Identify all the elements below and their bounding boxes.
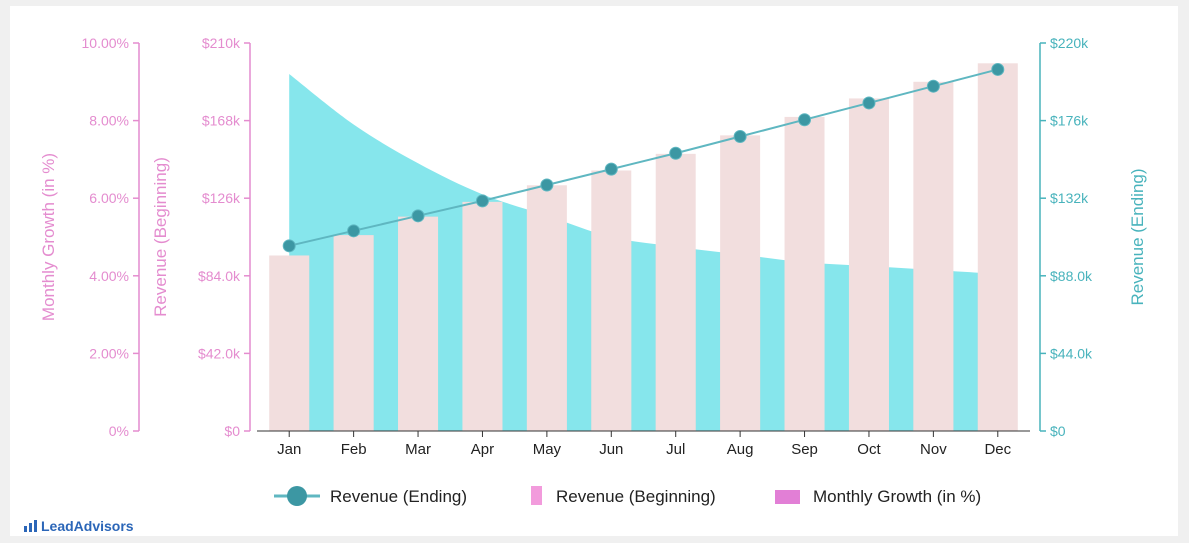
bar-revenue-beginning [913, 81, 954, 432]
revenue-ending-point [347, 224, 361, 238]
x-tick-label: Mar [405, 441, 431, 458]
revenue-ending-tick-label: $220k [1050, 35, 1089, 51]
bar-chart-icon [24, 520, 37, 532]
legend-label-revenue-ending: Revenue (Ending) [330, 487, 467, 506]
revenue-ending-point [475, 194, 489, 208]
brand-name: LeadAdvisors [41, 518, 134, 534]
growth-area-layer [289, 74, 998, 431]
revenue-ending-axis-title: Revenue (Ending) [1128, 168, 1147, 305]
axes-layer: Jan Feb Mar Apr May Jun Jul Aug Sep Oct Nov Dec 0% 2.… [39, 35, 1147, 458]
x-tick-label: Dec [984, 441, 1011, 458]
bar-revenue-beginning [333, 235, 374, 431]
revenue-ending-point [798, 113, 812, 127]
bar-revenue-beginning [526, 185, 567, 431]
legend-label-revenue-beginning: Revenue (Beginning) [556, 487, 716, 506]
revenue-ending-line [288, 68, 999, 247]
revenue-ending-point [733, 129, 747, 143]
x-tick-label: Sep [791, 441, 818, 458]
revenue-ending-point [991, 62, 1005, 76]
legend-area-symbol [775, 490, 800, 504]
growth-tick-label: 8.00% [89, 113, 129, 129]
bar-revenue-beginning [269, 255, 310, 431]
x-tick-label: Feb [341, 441, 367, 458]
x-tick-label: Apr [471, 441, 494, 458]
chart-card: Jan Feb Mar Apr May Jun Jul Aug Sep Oct Nov Dec 0% 2.… [10, 6, 1178, 536]
growth-tick-label: 10.00% [82, 35, 129, 51]
revenue-beginning-tick-label: $168k [202, 113, 241, 129]
growth-tick-label: 6.00% [89, 190, 129, 206]
bar-revenue-beginning [462, 201, 503, 431]
bar-revenue-beginning [784, 116, 825, 432]
revenue-ending-point [926, 79, 940, 93]
revenue-beginning-tick-label: $0 [224, 423, 240, 439]
growth-area [289, 74, 998, 431]
growth-axis-title: Monthly Growth (in %) [39, 153, 58, 321]
growth-tick-label: 2.00% [89, 345, 129, 361]
legend: Revenue (Ending) Revenue (Beginning) Month… [274, 486, 981, 506]
revenue-ending-tick-label: $44.0k [1050, 345, 1093, 361]
revenue-growth-chart: Jan Feb Mar Apr May Jun Jul Aug Sep Oct Nov Dec 0% 2.… [39, 35, 1147, 506]
revenue-ending-tick-label: $132k [1050, 190, 1089, 206]
revenue-ending-tick-label: $0 [1050, 423, 1066, 439]
x-tick-label: Jun [599, 441, 623, 458]
brand-logo: LeadAdvisors [24, 518, 134, 534]
x-tick-label: May [533, 441, 562, 458]
bar-revenue-beginning [720, 135, 761, 431]
revenue-beginning-tick-label: $42.0k [198, 345, 241, 361]
revenue-beginning-tick-label: $210k [202, 35, 241, 51]
bar-revenue-beginning [977, 63, 1018, 431]
legend-bar-symbol [531, 486, 542, 505]
revenue-beginning-tick-label: $84.0k [198, 268, 241, 284]
growth-tick-label: 4.00% [89, 268, 129, 284]
x-tick-label: Nov [920, 441, 947, 458]
bar-revenue-beginning [655, 153, 696, 431]
revenue-ending-point [540, 178, 554, 192]
revenue-ending-point [411, 209, 425, 223]
revenue-ending-point [604, 162, 618, 176]
beginning-bars-layer [269, 63, 1018, 432]
revenue-beginning-axis-title: Revenue (Beginning) [151, 157, 170, 317]
legend-label-monthly-growth: Monthly Growth (in %) [813, 487, 981, 506]
revenue-ending-point [282, 239, 296, 253]
revenue-beginning-tick-label: $126k [202, 190, 241, 206]
revenue-ending-tick-label: $176k [1050, 113, 1089, 129]
growth-tick-label: 0% [109, 423, 129, 439]
bar-revenue-beginning [398, 216, 439, 431]
revenue-ending-tick-label: $88.0k [1050, 268, 1093, 284]
revenue-ending-point [862, 96, 876, 110]
bar-revenue-beginning [848, 98, 889, 431]
revenue-ending-point [669, 146, 683, 160]
bar-revenue-beginning [591, 170, 632, 431]
x-tick-label: Jul [666, 441, 685, 458]
ending-line-layer [282, 62, 1005, 253]
x-tick-label: Jan [277, 441, 301, 458]
x-tick-label: Oct [857, 441, 881, 458]
legend-marker-symbol [287, 486, 307, 506]
x-tick-label: Aug [727, 441, 754, 458]
